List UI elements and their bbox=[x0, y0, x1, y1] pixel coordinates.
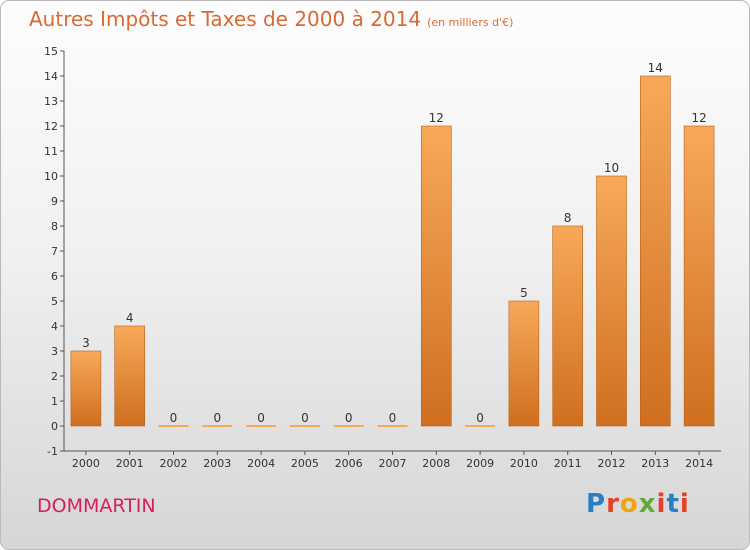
logo-letter: t bbox=[666, 489, 680, 519]
y-tick-label: 14 bbox=[44, 70, 58, 83]
x-tick-label: 2008 bbox=[422, 457, 450, 470]
data-label: 0 bbox=[213, 411, 221, 425]
commune-name: DOMMARTIN bbox=[37, 495, 156, 517]
logo-letter: i bbox=[656, 489, 667, 519]
data-label: 0 bbox=[389, 411, 397, 425]
y-tick-label: 8 bbox=[51, 220, 58, 233]
x-tick-label: 2009 bbox=[466, 457, 494, 470]
x-tick-label: 2005 bbox=[291, 457, 319, 470]
y-tick-label: 4 bbox=[51, 320, 58, 333]
bar bbox=[465, 425, 496, 427]
y-tick-label: 15 bbox=[44, 45, 58, 58]
y-tick-label: 10 bbox=[44, 170, 58, 183]
bar bbox=[683, 125, 715, 427]
proxiti-logo: Proxiti bbox=[586, 489, 690, 519]
bar bbox=[596, 175, 627, 427]
x-tick-label: 2011 bbox=[554, 457, 582, 470]
x-tick-label: 2006 bbox=[335, 457, 363, 470]
y-tick-label: 12 bbox=[44, 120, 58, 133]
x-tick-label: 2003 bbox=[203, 457, 231, 470]
y-tick-label: 1 bbox=[51, 395, 58, 408]
y-tick-label: 11 bbox=[44, 145, 58, 158]
y-tick-label: 7 bbox=[51, 245, 58, 258]
x-tick-label: 2014 bbox=[685, 457, 713, 470]
data-label: 10 bbox=[604, 161, 619, 175]
bar bbox=[202, 425, 233, 427]
data-label: 0 bbox=[257, 411, 265, 425]
y-tick-label: 3 bbox=[51, 345, 58, 358]
y-tick-label: 5 bbox=[51, 295, 58, 308]
x-tick-label: 2001 bbox=[116, 457, 144, 470]
bar bbox=[158, 425, 189, 427]
x-tick-label: 2013 bbox=[641, 457, 669, 470]
y-tick-label: -1 bbox=[47, 445, 58, 458]
data-label: 0 bbox=[476, 411, 484, 425]
bar bbox=[420, 125, 452, 427]
y-tick-label: 9 bbox=[51, 195, 58, 208]
y-tick-label: 2 bbox=[51, 370, 58, 383]
bar bbox=[552, 225, 584, 427]
x-tick-label: 2004 bbox=[247, 457, 275, 470]
logo-letter: o bbox=[619, 489, 639, 519]
logo-letter: i bbox=[679, 489, 690, 519]
data-label: 0 bbox=[301, 411, 309, 425]
bar bbox=[289, 425, 320, 427]
bar bbox=[246, 425, 277, 427]
y-tick-label: 13 bbox=[44, 95, 58, 108]
bar bbox=[114, 325, 145, 427]
bar bbox=[377, 425, 408, 427]
x-tick-label: 2012 bbox=[598, 457, 626, 470]
logo-letter: r bbox=[606, 489, 620, 519]
y-tick-label: 0 bbox=[51, 420, 58, 433]
data-label: 0 bbox=[345, 411, 353, 425]
bar bbox=[333, 425, 364, 427]
data-label: 5 bbox=[520, 286, 528, 300]
data-label: 12 bbox=[691, 111, 706, 125]
x-tick-label: 2002 bbox=[160, 457, 188, 470]
data-label: 4 bbox=[126, 311, 134, 325]
data-label: 8 bbox=[564, 211, 572, 225]
bar bbox=[639, 75, 671, 427]
bar bbox=[70, 350, 102, 427]
data-label: 14 bbox=[648, 61, 663, 75]
data-label: 0 bbox=[170, 411, 178, 425]
chart-title-unit: (en milliers d'€) bbox=[427, 16, 514, 29]
data-label: 12 bbox=[429, 111, 444, 125]
x-tick-label: 2000 bbox=[72, 457, 100, 470]
logo-letter: P bbox=[586, 489, 607, 519]
y-tick-label: 6 bbox=[51, 270, 58, 283]
chart-title-text: Autres Impôts et Taxes de 2000 à 2014 bbox=[29, 7, 422, 31]
x-tick-label: 2007 bbox=[379, 457, 407, 470]
logo-letter: x bbox=[638, 489, 657, 519]
data-label: 3 bbox=[82, 336, 90, 350]
chart-title: Autres Impôts et Taxes de 2000 à 2014 (en… bbox=[29, 7, 513, 31]
bar bbox=[508, 300, 540, 427]
x-tick-label: 2010 bbox=[510, 457, 538, 470]
